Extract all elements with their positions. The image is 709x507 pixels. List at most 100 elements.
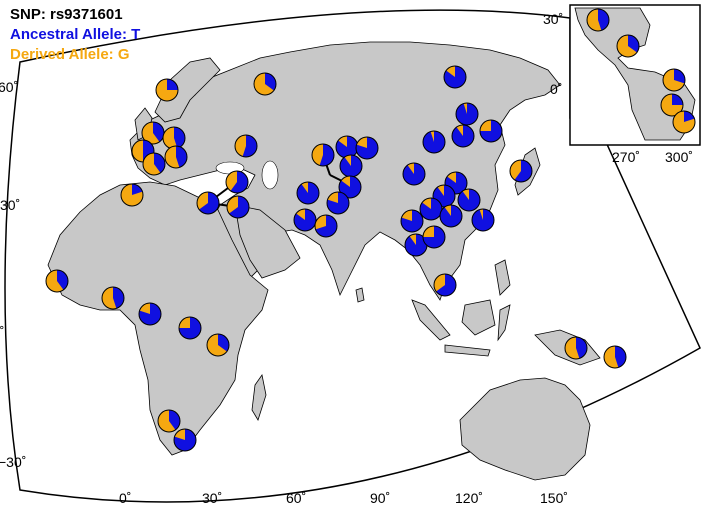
pie-cameroon [138, 302, 162, 326]
pie-senegal [45, 269, 69, 293]
population-pies [45, 8, 696, 452]
pie-amazon-2 [660, 93, 684, 117]
pie-siberia-2 [422, 130, 446, 154]
pie-outline [451, 124, 475, 148]
pie-china-1 [402, 162, 426, 186]
inset-lat-tick-0: 0˚ [550, 81, 562, 97]
pie-derived-slice [327, 192, 338, 203]
pie-middle-east-3 [226, 195, 250, 219]
pie-north-america [586, 8, 610, 32]
pie-outline [672, 110, 696, 134]
pie-outline [422, 225, 446, 249]
pie-outline [509, 159, 533, 183]
pie-outline [564, 336, 588, 360]
pie-amazon-1 [662, 68, 686, 92]
derived-allele-label: Derived Allele: G [10, 46, 130, 63]
pie-china-4 [457, 188, 481, 212]
pie-central-asia-5 [338, 175, 362, 199]
pie-outline [338, 175, 362, 199]
pie-outline [457, 188, 481, 212]
pie-derived-slice [121, 184, 143, 207]
lon-tick-0: 0˚ [119, 490, 131, 506]
pie-outline [196, 191, 220, 215]
pie-china-5 [419, 197, 443, 221]
pie-derived-slice [430, 131, 434, 142]
lat-tick-30: 30˚ [0, 197, 20, 213]
pie-derived-slice [444, 205, 451, 216]
pie-outline [206, 333, 230, 357]
pie-central-asia-1 [311, 143, 335, 167]
pie-derived-slice [663, 69, 685, 92]
pie-south-africa-2 [173, 428, 197, 452]
pie-outline [603, 345, 627, 369]
pie-outline [225, 170, 249, 194]
pie-derived-slice [409, 234, 416, 245]
sumatra [411, 299, 451, 341]
lon-tick-120: 120˚ [455, 490, 483, 506]
snp-label: SNP: rs9371601 [10, 6, 123, 23]
pie-derived-slice [254, 73, 274, 96]
pie-central-asia-3 [355, 136, 379, 160]
pie-derived-slice [132, 140, 143, 162]
pie-derived-slice [479, 209, 483, 220]
pie-south-asia-2 [314, 214, 338, 238]
pie-outline [173, 428, 197, 452]
pie-amazon-3 [672, 110, 696, 134]
arabia [234, 204, 301, 279]
pie-outline [234, 134, 258, 158]
pie-derived-slice [143, 153, 161, 175]
pie-east-asia-2 [451, 124, 475, 148]
pie-east-asia-3 [479, 119, 503, 143]
pie-outline [479, 119, 503, 143]
pie-derived-slice [603, 346, 619, 368]
lon-tick-30: 30˚ [202, 490, 222, 506]
pie-central-africa [178, 316, 202, 340]
pie-outline [422, 130, 446, 154]
pie-outline [433, 273, 457, 297]
pie-iceland [155, 78, 179, 102]
pie-outline [402, 162, 426, 186]
sulawesi [497, 304, 511, 342]
pie-outline [138, 302, 162, 326]
philippines [494, 259, 511, 296]
pie-derived-slice [301, 182, 308, 193]
pie-outline [253, 72, 277, 96]
pie-derived-slice [179, 317, 190, 328]
pie-derived-slice [315, 215, 326, 230]
pie-europe-2 [162, 126, 186, 150]
caspian-sea [261, 160, 279, 190]
inset-lon-tick-300: 300˚ [665, 149, 693, 165]
java [444, 344, 491, 357]
pie-outline [355, 136, 379, 160]
inset-lon-tick-270: 270˚ [612, 149, 640, 165]
pie-central-asia-2 [335, 135, 359, 159]
pie-europe-4 [164, 145, 188, 169]
ancestral-allele-label: Ancestral Allele: T [10, 26, 141, 43]
pie-derived-slice [661, 94, 683, 116]
pie-melanesia [603, 345, 627, 369]
pie-china-7 [439, 204, 463, 228]
pie-derived-slice [206, 334, 227, 357]
pie-derived-slice [101, 287, 117, 310]
madagascar [251, 374, 267, 421]
pie-central-america [616, 34, 640, 58]
pie-derived-slice [165, 146, 180, 169]
pie-se-asia-1 [404, 233, 428, 257]
pie-derived-slice [226, 171, 237, 191]
pie-derived-slice [617, 35, 637, 57]
pie-europe-5 [142, 152, 166, 176]
pie-derived-slice [463, 103, 467, 114]
lon-tick-90: 90˚ [370, 490, 390, 506]
pie-derived-slice [673, 111, 695, 133]
pie-derived-slice [235, 135, 246, 157]
pie-outline [45, 269, 69, 293]
pie-outline [439, 204, 463, 228]
pie-china-8 [471, 208, 495, 232]
pie-derived-slice [158, 410, 176, 432]
pie-russia-north [253, 72, 277, 96]
pie-outline [226, 195, 250, 219]
lat-tick-60: 60˚ [0, 79, 18, 95]
pie-outline [400, 209, 424, 233]
scandinavia-landmass [154, 57, 221, 123]
borneo [461, 299, 496, 336]
